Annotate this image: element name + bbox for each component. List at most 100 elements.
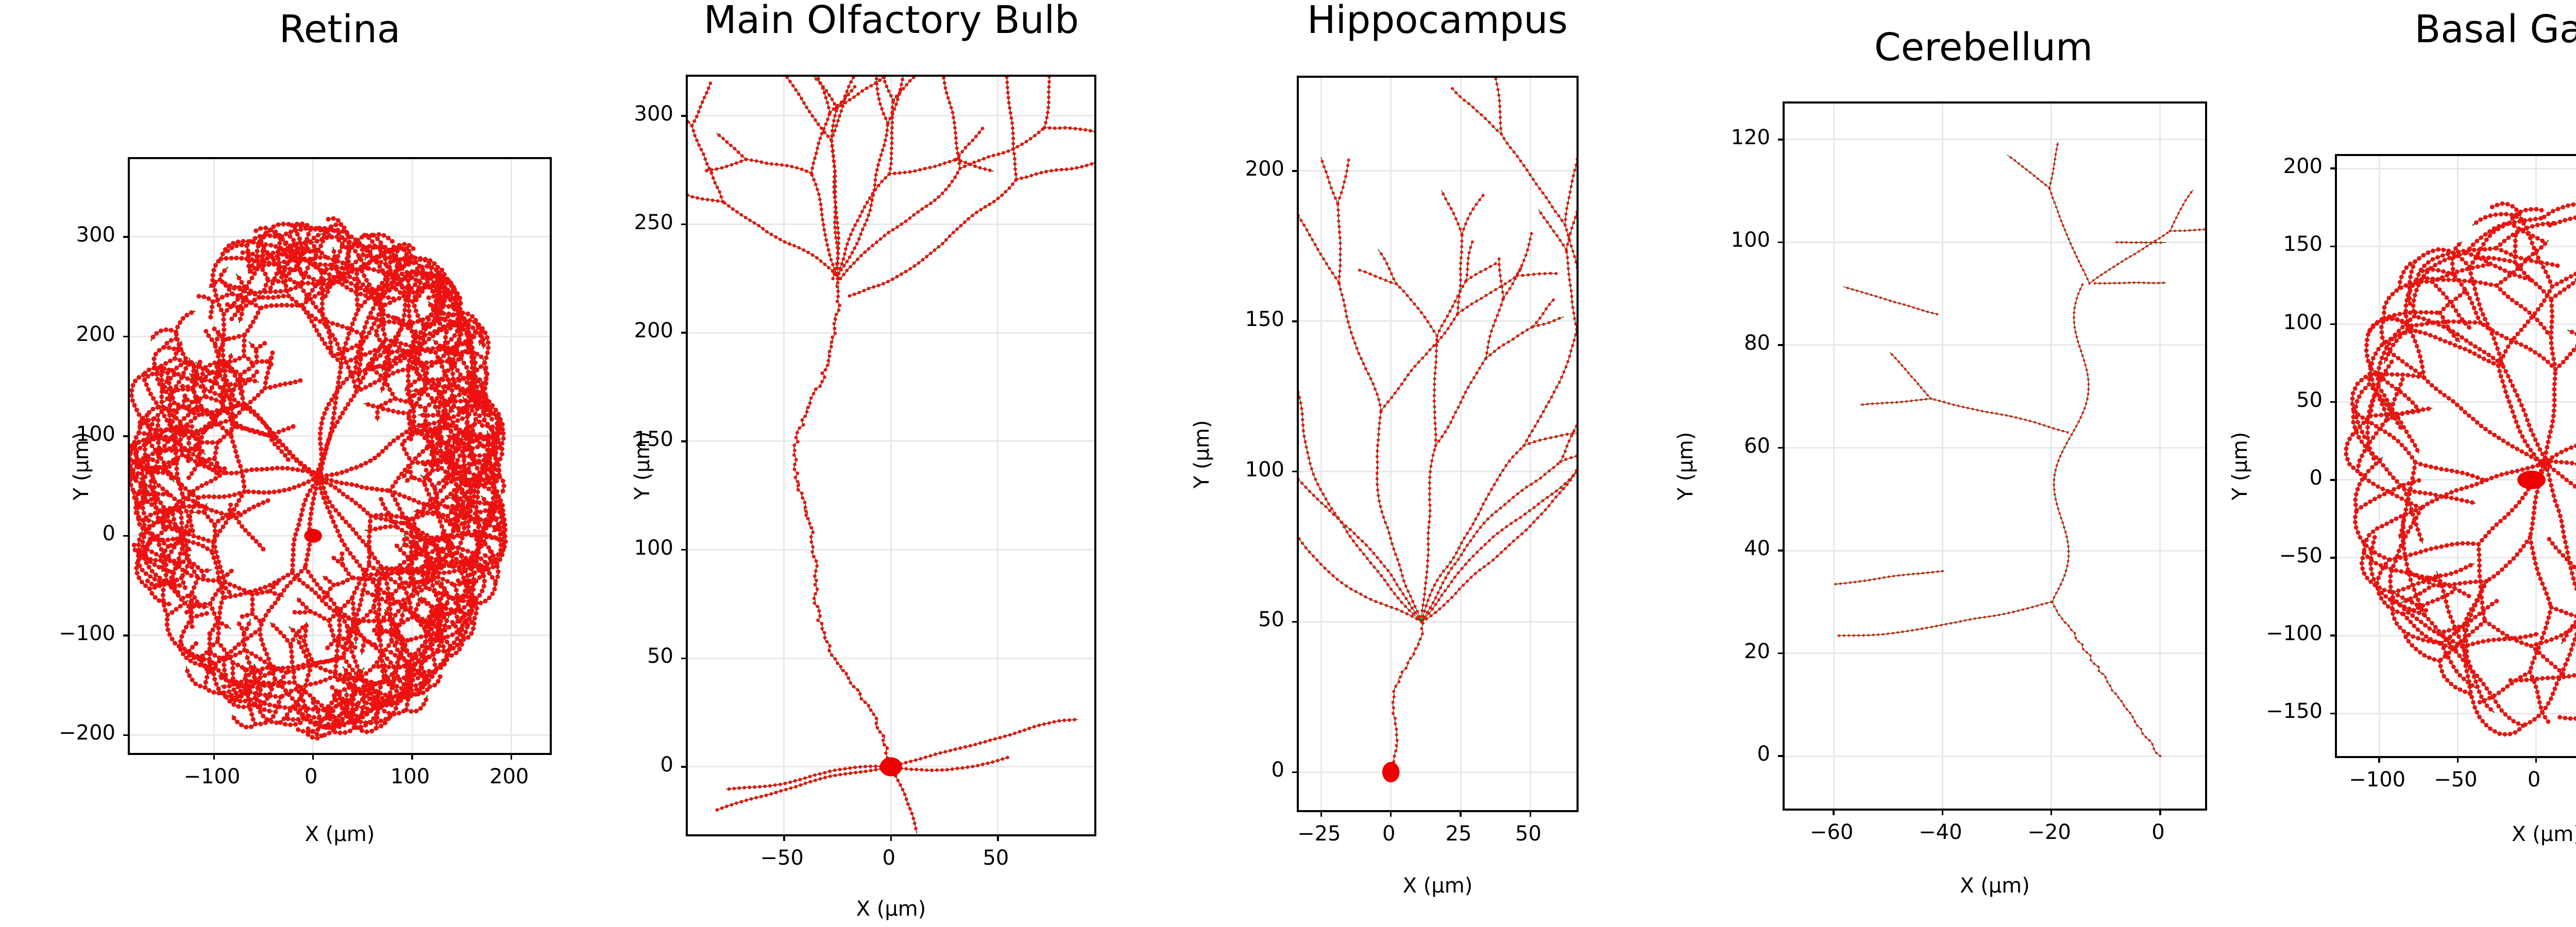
y-tick-mark xyxy=(1292,771,1299,774)
x-tick-mark xyxy=(890,834,892,841)
gridline-vertical xyxy=(890,77,892,834)
y-tick-label: 150 xyxy=(634,427,673,451)
y-tick-label: 250 xyxy=(634,210,673,234)
x-tick-mark xyxy=(510,753,513,760)
plot-clip xyxy=(688,77,1094,834)
y-tick-mark xyxy=(681,332,688,334)
plot-clip xyxy=(1299,78,1577,810)
y-tick-label: 100 xyxy=(76,422,115,446)
x-tick-label: 50 xyxy=(982,846,1009,870)
x-tick-label: −25 xyxy=(1297,822,1341,846)
y-axis-label-retina: Y (µm) xyxy=(70,432,93,501)
panel-title-hippocampus: Hippocampus xyxy=(1307,0,1568,42)
y-tick-label: −150 xyxy=(2266,699,2323,724)
plot-clip xyxy=(130,159,550,753)
y-tick-mark xyxy=(123,535,130,537)
y-tick-mark xyxy=(123,734,130,736)
y-tick-mark xyxy=(1778,241,1785,244)
gridline-horizontal xyxy=(1299,771,1577,773)
y-tick-label: 100 xyxy=(1731,228,1770,252)
y-tick-label: 100 xyxy=(1245,457,1284,482)
y-tick-mark xyxy=(681,115,688,117)
gridline-horizontal xyxy=(688,766,1094,768)
plot-area-hippocampus xyxy=(1292,76,1579,817)
x-tick-label: −20 xyxy=(2027,820,2071,844)
gridline-vertical xyxy=(997,77,999,834)
x-tick-label: 0 xyxy=(2527,768,2541,792)
gridline-horizontal xyxy=(130,634,550,637)
y-tick-mark xyxy=(681,766,688,768)
gridline-horizontal xyxy=(1299,170,1577,172)
y-tick-mark xyxy=(1292,320,1299,322)
x-tick-label: −40 xyxy=(1919,820,1962,844)
plot-clip xyxy=(2337,156,2576,756)
x-tick-label: 0 xyxy=(2151,820,2165,844)
gridline-horizontal xyxy=(688,657,1094,659)
x-tick-mark xyxy=(2159,809,2161,815)
gridline-horizontal xyxy=(1785,550,2205,552)
y-axis-label-cerebellum: Y (µm) xyxy=(1674,432,1698,501)
y-tick-mark xyxy=(1778,652,1785,655)
y-tick-label: −100 xyxy=(2266,622,2323,646)
x-tick-label: 200 xyxy=(489,765,529,788)
x-tick-label: −100 xyxy=(183,765,241,788)
x-axis-label-hippocampus: X (µm) xyxy=(1402,874,1473,898)
y-tick-mark xyxy=(681,440,688,442)
y-tick-label: 80 xyxy=(1744,331,1770,355)
gridline-horizontal xyxy=(2337,479,2576,481)
y-tick-label: 150 xyxy=(2283,232,2323,256)
gridline-vertical xyxy=(1833,104,1835,809)
y-tick-label: 0 xyxy=(102,522,115,546)
y-tick-mark xyxy=(2330,167,2337,169)
y-tick-label: 0 xyxy=(2309,466,2323,490)
y-tick-mark xyxy=(123,435,130,437)
y-tick-label: 0 xyxy=(1757,742,1770,766)
gridline-horizontal xyxy=(130,435,550,437)
gridline-vertical xyxy=(1390,78,1392,810)
plot-area-basal_ganglia xyxy=(2330,154,2576,763)
gridline-horizontal xyxy=(2337,245,2576,247)
dendrite-branch-lines xyxy=(688,77,1094,834)
panel-title-main_olfactory_bulb: Main Olfactory Bulb xyxy=(703,0,1079,42)
x-tick-mark xyxy=(2378,756,2380,763)
y-tick-mark xyxy=(1292,170,1299,172)
y-tick-mark xyxy=(2330,245,2337,248)
y-tick-label: 120 xyxy=(1731,125,1770,149)
gridline-horizontal xyxy=(688,224,1094,226)
gridline-horizontal xyxy=(1785,755,2205,757)
y-tick-mark xyxy=(681,657,688,659)
gridline-horizontal xyxy=(1785,447,2205,449)
x-tick-mark xyxy=(2456,756,2459,763)
x-tick-mark xyxy=(2050,809,2053,815)
y-tick-label: 60 xyxy=(1744,434,1770,458)
x-tick-label: 0 xyxy=(1382,822,1396,846)
gridline-horizontal xyxy=(1299,621,1577,623)
soma-marker xyxy=(1382,762,1400,783)
reconstruction-sample-nodes xyxy=(1299,78,1577,774)
x-axis-label-retina: X (µm) xyxy=(304,822,375,846)
x-tick-mark xyxy=(783,834,785,841)
y-tick-label: 200 xyxy=(1245,157,1284,181)
y-axis-label-main_olfactory_bulb: Y (µm) xyxy=(631,431,654,500)
neuron-morphology-retina xyxy=(130,216,508,741)
x-tick-label: 0 xyxy=(304,765,318,788)
gridline-vertical xyxy=(510,159,512,753)
gridline-vertical xyxy=(1460,78,1462,810)
y-tick-label: 50 xyxy=(1258,608,1284,632)
x-tick-mark xyxy=(2535,756,2537,763)
plot-clip xyxy=(1785,104,2205,809)
gridline-horizontal xyxy=(2337,167,2576,169)
x-tick-mark xyxy=(1320,810,1323,817)
y-tick-mark xyxy=(2330,712,2337,715)
dendrite-branch-lines xyxy=(130,217,506,739)
gridline-horizontal xyxy=(1785,344,2205,346)
gridline-horizontal xyxy=(2337,712,2576,714)
x-tick-mark xyxy=(411,753,413,760)
y-tick-mark xyxy=(1778,755,1785,757)
y-tick-label: 100 xyxy=(2283,310,2323,334)
gridline-vertical xyxy=(2050,104,2053,809)
y-tick-label: 100 xyxy=(634,536,673,560)
